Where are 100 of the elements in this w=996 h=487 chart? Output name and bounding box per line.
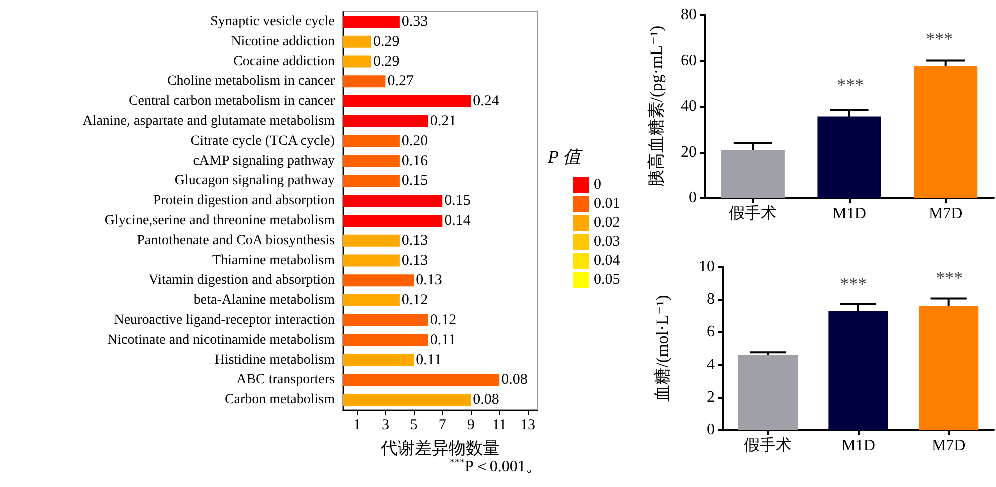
legend-label: 0.01 (594, 196, 620, 212)
y-tick-label: 40 (681, 98, 697, 115)
x-tick-label: M7D (932, 438, 966, 454)
legend-label: 0.05 (594, 272, 620, 288)
bar (343, 334, 428, 346)
y-tick-label: Nicotinate and nicotinamide metabolism (108, 332, 336, 348)
bar (721, 150, 785, 198)
y-tick-label: Choline metabolism in cancer (167, 74, 336, 90)
bar (818, 116, 882, 198)
x-tick-label: M7D (928, 206, 963, 222)
y-tick-label: Pantothenate and CoA biosynthesis (137, 233, 335, 248)
y-tick-label: Histidine metabolism (214, 352, 336, 368)
annotation: 0.27 (388, 74, 414, 90)
annotation: *** (936, 268, 963, 288)
x-tick-label: 1 (353, 418, 361, 434)
bar (343, 254, 400, 267)
y-tick-label: Citrate cycle (TCA cycle) (190, 134, 336, 149)
bar (343, 115, 428, 128)
text: ***P＜0.001。 (450, 458, 542, 476)
y-tick-label: 6 (707, 324, 715, 341)
bar (343, 195, 443, 208)
y-tick-label: 80 (681, 6, 697, 24)
bar (343, 56, 372, 68)
annotation: 0.11 (416, 352, 442, 368)
y-tick-label: Glucagon signaling pathway (174, 174, 335, 189)
annotation: *** (926, 29, 953, 49)
y-tick-label: Glycine,serine and threonine metabolism (104, 213, 336, 228)
bar (343, 96, 472, 108)
annotation: 0.08 (473, 392, 500, 408)
x-tick-label: 假手术 (744, 436, 792, 454)
legend-label: 0 (594, 177, 602, 193)
y-tick-label: 10 (699, 258, 715, 276)
bar (343, 135, 400, 148)
x-tick-label: M1D (842, 438, 876, 454)
x-tick-label: 假手术 (729, 204, 778, 222)
bar (343, 155, 400, 168)
annotation: 0.11 (430, 332, 456, 348)
y-tick-label: Thiamine metabolism (212, 253, 336, 268)
y-tick-label: 2 (707, 388, 715, 406)
y-tick-label: Synaptic vesicle cycle (210, 14, 335, 30)
x-tick-label: 9 (467, 418, 475, 434)
y-tick-label: Protein digestion and absorption (153, 194, 335, 209)
y-tick-label: Neuroactive ligand-receptor interaction (114, 312, 335, 328)
y-tick-label: Vitamin digestion and absorption (148, 273, 335, 288)
bar (343, 36, 372, 48)
annotation: 0.20 (402, 133, 428, 150)
annotation: 0.14 (444, 212, 472, 229)
x-axis-title: 代谢差异物数量 (380, 439, 500, 458)
x-tick-label: M1D (832, 206, 866, 222)
y-axis-title: 胰高血糖素/(pg·mL⁻¹) (647, 26, 666, 188)
annotation: 0.24 (473, 94, 500, 110)
annotation: 0.29 (373, 54, 400, 70)
y-tick-label: beta-Alanine metabolism (194, 293, 336, 308)
x-tick-label: 7 (438, 418, 447, 434)
bar (343, 175, 400, 188)
annotation: *** (837, 75, 864, 95)
annotation: 0.21 (430, 113, 457, 130)
y-tick-label: Cocaine addiction (234, 54, 335, 70)
y-tick-label: Carbon metabolism (224, 392, 336, 408)
y-tick-label: 4 (707, 356, 715, 374)
y-tick-label: Alanine, aspartate and glutamate metabolism (82, 114, 336, 129)
y-tick-label: Nicotine addiction (231, 34, 335, 50)
legend-title: P 值 (547, 147, 584, 167)
y-tick-label: ABC transporters (236, 372, 335, 388)
legend-label: 0.04 (594, 253, 621, 269)
legend-label: 0.02 (594, 215, 620, 231)
bar (343, 274, 414, 287)
bar (343, 314, 428, 326)
y-tick-label: 20 (681, 144, 697, 161)
x-tick-label: 11 (492, 418, 507, 434)
bar (343, 294, 400, 307)
annotation: 0.29 (373, 34, 400, 50)
y-tick-label: 0 (689, 190, 697, 206)
y-tick-label: 0 (707, 422, 715, 438)
annotation: 0.15 (402, 173, 428, 190)
y-tick-label: 60 (681, 52, 697, 70)
x-tick-label: 5 (410, 418, 418, 434)
bar (919, 306, 979, 430)
bar (343, 394, 472, 406)
bar (738, 355, 798, 430)
annotation: 0.16 (402, 153, 429, 170)
legend-label: 0.03 (594, 234, 620, 250)
bar (343, 374, 500, 386)
bar (343, 354, 414, 366)
annotation: 0.08 (502, 372, 528, 388)
annotation: 0.13 (402, 252, 428, 269)
bar (343, 16, 400, 28)
y-axis-title: 血糖/(mol·L⁻¹) (653, 295, 672, 402)
annotation: 0.12 (430, 312, 457, 328)
bar (914, 66, 978, 198)
bar (343, 234, 400, 247)
y-tick-label: 8 (707, 291, 715, 308)
y-tick-label: cAMP signaling pathway (193, 154, 335, 169)
bar (343, 214, 443, 227)
bar (828, 311, 888, 430)
annotation: 0.12 (402, 292, 428, 309)
annotation: 0.33 (402, 14, 428, 30)
annotation: 0.13 (402, 232, 428, 249)
x-tick-label: 13 (520, 418, 536, 434)
annotation: 0.15 (444, 193, 471, 210)
